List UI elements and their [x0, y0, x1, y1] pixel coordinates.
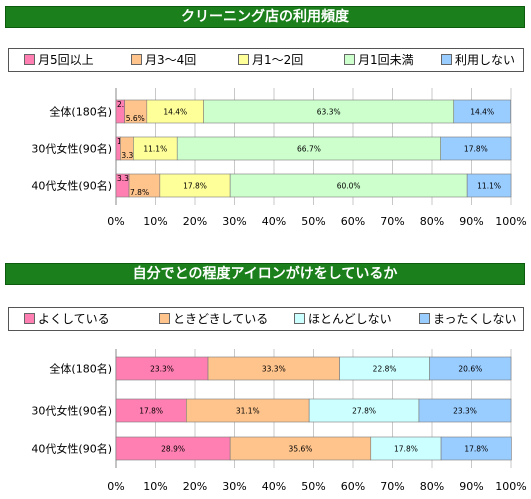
x-tick-label: 20% — [183, 480, 207, 493]
legend-label: ときどきしている — [173, 312, 269, 326]
data-label: 60.0% — [337, 182, 361, 191]
legend-item: 月1～2回 — [238, 54, 303, 66]
legend-swatch — [441, 54, 452, 65]
data-label: 17.8% — [394, 445, 418, 454]
chart-2-legend: よくしている ときどきしている ほとんどしない まったくしない — [8, 307, 524, 331]
chart-2-title: 自分でとの程度アイロンがけをしているか — [5, 263, 525, 285]
x-tick-label: 60% — [341, 480, 365, 493]
x-tick-label: 100% — [495, 215, 526, 228]
x-tick-label: 20% — [183, 215, 207, 228]
data-label: 11.1% — [477, 182, 501, 191]
data-label: 35.6% — [289, 445, 313, 454]
x-tick-label: 0% — [107, 480, 124, 493]
category-label: 全体(180名) — [49, 105, 112, 119]
legend-swatch — [131, 54, 142, 65]
chart-1-plot: 全体(180名)2.2%5.6%14.4%63.3%14.4%30代女性(90名… — [31, 88, 527, 228]
data-label: 20.6% — [458, 365, 482, 374]
data-label: 17.8% — [464, 145, 488, 154]
legend-label: 利用しない — [455, 53, 516, 67]
data-label: 17.8% — [464, 445, 488, 454]
x-tick-label: 70% — [380, 480, 404, 493]
legend-item: 月5回以上 — [24, 54, 94, 66]
legend-label: ほとんどしない — [308, 312, 392, 326]
data-label: 17.8% — [183, 182, 207, 191]
data-label: 5.6% — [126, 114, 145, 123]
x-tick-label: 100% — [495, 480, 526, 493]
data-label: 3.3% — [117, 174, 136, 183]
chart-1-title: クリーニング店の利用頻度 — [5, 6, 525, 28]
legend-label: 月1～2回 — [252, 53, 304, 67]
x-tick-label: 30% — [222, 215, 246, 228]
x-tick-label: 60% — [341, 215, 365, 228]
data-label: 3.3% — [121, 151, 140, 160]
data-label: 14.4% — [163, 108, 187, 117]
x-tick-label: 10% — [143, 480, 167, 493]
legend-item: ときどきしている — [159, 313, 268, 325]
legend-swatch — [419, 313, 430, 324]
data-label: 63.3% — [317, 108, 341, 117]
legend-swatch — [238, 54, 249, 65]
legend-label: 月3～4回 — [145, 53, 197, 67]
data-label: 27.8% — [352, 407, 376, 416]
x-tick-label: 40% — [262, 480, 286, 493]
data-label: 23.3% — [150, 365, 174, 374]
x-tick-label: 90% — [459, 480, 483, 493]
category-label: 30代女性(90名) — [31, 142, 112, 156]
legend-item: 月3～4回 — [131, 54, 196, 66]
x-tick-label: 80% — [420, 480, 444, 493]
legend-label: よくしている — [38, 312, 110, 326]
data-label: 23.3% — [453, 407, 477, 416]
x-tick-label: 30% — [222, 480, 246, 493]
legend-swatch — [24, 313, 35, 324]
data-label: 33.3% — [262, 365, 286, 374]
legend-swatch — [344, 54, 355, 65]
legend-item: よくしている — [24, 313, 110, 325]
data-label: 11.1% — [143, 145, 167, 154]
legend-swatch — [294, 313, 305, 324]
x-tick-label: 10% — [143, 215, 167, 228]
bar-segment — [440, 136, 512, 161]
data-label: 14.4% — [470, 108, 494, 117]
x-tick-label: 0% — [107, 215, 124, 228]
legend-label: まったくしない — [433, 312, 517, 326]
x-tick-label: 40% — [262, 215, 286, 228]
bar-segment — [466, 173, 512, 198]
data-label: 28.9% — [161, 445, 185, 454]
x-tick-label: 70% — [380, 215, 404, 228]
category-label: 40代女性(90名) — [31, 442, 112, 456]
data-label: 7.8% — [130, 188, 149, 197]
chart-1-legend: 月5回以上 月3～4回 月1～2回 月1回未満 利用しない — [8, 48, 524, 72]
x-tick-label: 50% — [301, 215, 325, 228]
legend-item: 月1回未満 — [344, 54, 414, 66]
legend-swatch — [24, 54, 35, 65]
bar-segment — [418, 398, 512, 423]
legend-label: 月1回未満 — [358, 53, 414, 67]
x-tick-label: 90% — [459, 215, 483, 228]
legend-item: ほとんどしない — [294, 313, 392, 325]
x-tick-label: 80% — [420, 215, 444, 228]
bar-segment — [453, 99, 511, 124]
data-label: 31.1% — [236, 407, 260, 416]
data-label: 17.8% — [139, 407, 163, 416]
category-label: 全体(180名) — [49, 362, 112, 376]
x-tick-label: 50% — [301, 480, 325, 493]
chart-2-plot: 全体(180名) 23.3% 33.3% 22.8% 20.6% 30代女性(90名) 17… — [31, 349, 527, 493]
category-label: 40代女性(90名) — [31, 179, 112, 193]
data-label: 22.8% — [373, 365, 397, 374]
bar-segment — [429, 356, 512, 381]
legend-label: 月5回以上 — [38, 53, 94, 67]
legend-item: まったくしない — [419, 313, 517, 325]
legend-item: 利用しない — [441, 54, 515, 66]
legend-swatch — [159, 313, 170, 324]
data-label: 66.7% — [297, 145, 321, 154]
bar-segment — [440, 436, 512, 461]
category-label: 30代女性(90名) — [31, 404, 112, 418]
